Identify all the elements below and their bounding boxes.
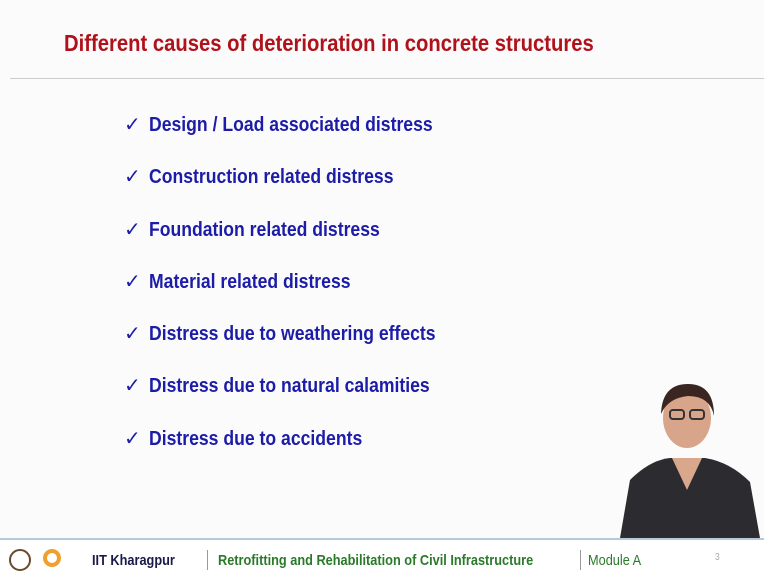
- bullet: Material related distress: [124, 269, 474, 321]
- bullet: Distress due to accidents: [124, 426, 474, 478]
- institute: IIT Kharagpur: [92, 552, 175, 569]
- logos: [9, 549, 61, 571]
- bullet-list: Design / Load associated distress Constru…: [124, 112, 474, 478]
- bullet-text: Design / Load associated distress: [148, 114, 433, 136]
- bullet-text: Distress due to weathering effects: [148, 323, 436, 346]
- bullet-text: Distress due to natural calamities: [148, 375, 430, 398]
- bullet-text: Foundation related distress: [148, 218, 380, 241]
- bullet: Construction related distress: [124, 164, 474, 216]
- bullet: Distress due to natural calamities: [124, 373, 474, 425]
- page-number: 3: [715, 552, 720, 563]
- bullet-text: Construction related distress: [148, 166, 394, 189]
- bullet-text: Distress due to accidents: [148, 427, 363, 450]
- bullet-text: Material related distress: [148, 270, 351, 293]
- divider: [10, 78, 764, 79]
- bullet: Distress due to weathering effects: [124, 321, 474, 373]
- bullet: Design / Load associated distress: [124, 112, 474, 164]
- course: Retrofitting and Rehabilitation of Civil…: [218, 552, 534, 569]
- slide-title: Different causes of deterioration in con…: [64, 30, 594, 56]
- module: Module A: [588, 552, 642, 569]
- separator: [207, 550, 208, 570]
- separator: [580, 550, 581, 570]
- bullet: Foundation related distress: [124, 217, 474, 269]
- presenter-video: [620, 384, 760, 538]
- footer: IIT Kharagpur Retrofitting and Rehabilit…: [0, 538, 764, 580]
